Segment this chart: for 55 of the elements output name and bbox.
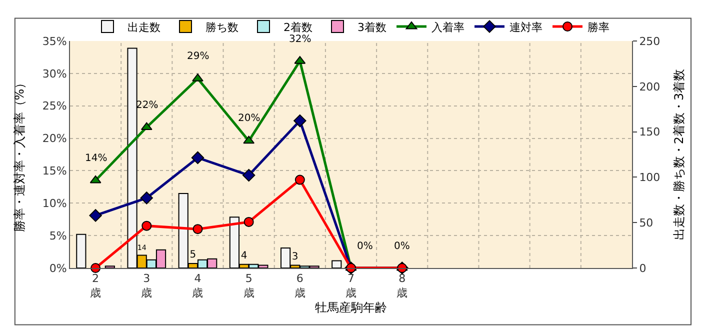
x-tick-label: 5 歳 [243,272,254,300]
x-tick-label: 7 歳 [346,272,356,300]
y2-axis-title: 出走数・勝ち数・2着数・3着数 [672,68,686,240]
data-label: 14 [137,243,147,252]
y-tick-label: 30% [42,67,67,80]
y-tick-label: 35% [42,34,67,48]
point [244,216,254,227]
x-tick-label: 8 歳 [396,272,408,300]
x-axis-title: 牡馬産駒年齢 [315,300,387,314]
legend-label: 2着数 [284,20,312,34]
legend-label: 連対率 [510,20,542,34]
point [242,168,256,182]
point [89,209,102,222]
legend-label: 3着数 [358,20,386,34]
point [90,175,102,184]
point [140,122,152,130]
y2-tick-label: 100 [639,171,660,184]
point [142,220,152,231]
legend-label: 出走数 [128,20,160,34]
y-tick-label: 5% [49,229,67,242]
data-label: 0% [394,241,410,252]
data-label: 0% [357,241,373,252]
y-axis-title: 勝率・連対率・入着率（%） [12,76,27,232]
y-tick-label: 0% [49,262,67,275]
data-label: 4 [240,250,248,262]
y2-tick-label: 200 [639,80,660,94]
legend-label: 入着率 [432,20,464,34]
point [294,114,306,128]
x-tick-label: 4 歳 [192,272,204,300]
data-label: 14% [85,153,108,164]
point [192,224,203,234]
data-label: 3 [292,251,298,262]
y-tick-label: 20% [42,132,67,146]
point [294,174,305,185]
y2-tick-label: 250 [639,34,660,48]
y2-tick-label: 50 [639,216,654,230]
data-label: 29% [187,51,210,62]
data-label: 20% [238,113,260,124]
bar [332,260,342,268]
point [140,192,153,204]
data-label: 32% [289,34,312,45]
legend-label: 勝ち数 [206,20,238,34]
data-label: 5 [190,249,196,260]
legend-label: 勝率 [588,20,610,34]
x-tick-label: 2 歳 [90,272,102,300]
y-tick-label: 15% [42,164,67,178]
y2-tick-label: 150 [639,126,660,139]
point [191,151,204,164]
y-tick-label: 10% [42,196,67,210]
bar [76,234,86,268]
x-tick-label: 3 歳 [141,272,152,300]
y-tick-label: 25% [42,100,67,113]
y2-tick-label: 0 [639,262,646,275]
x-tick-label: 6 歳 [294,272,306,300]
point [243,136,255,144]
